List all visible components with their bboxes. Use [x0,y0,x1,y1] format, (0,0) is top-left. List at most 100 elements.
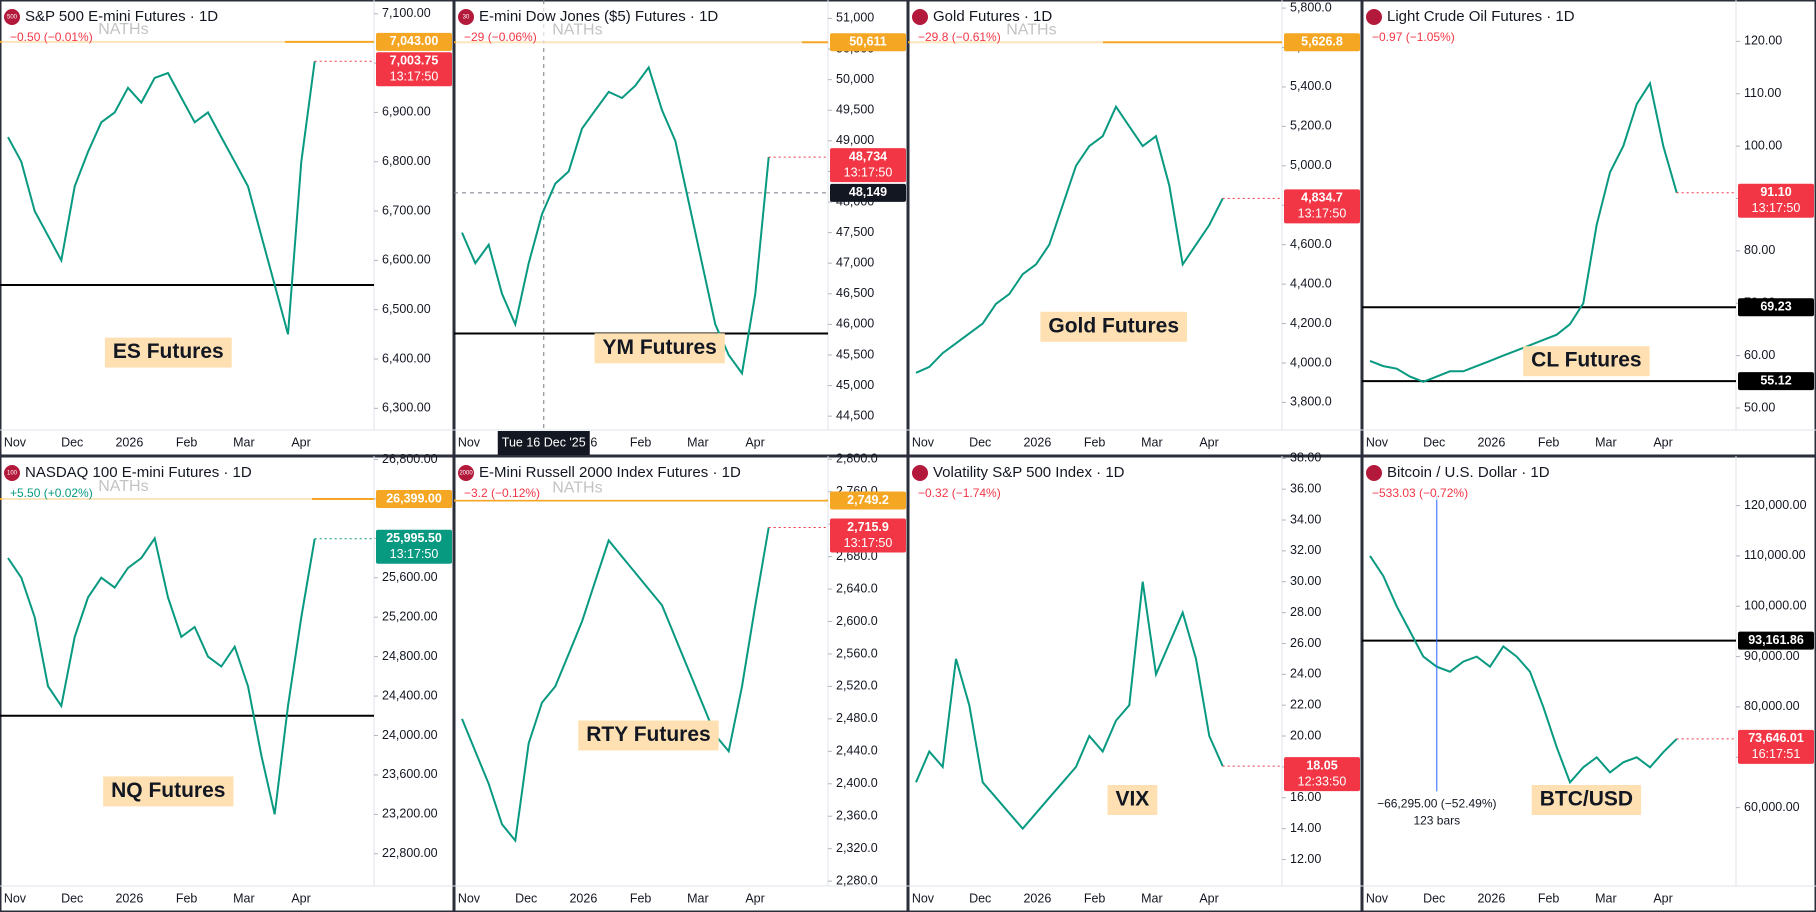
price-tag-label: 4,834.7 [1301,191,1343,205]
annotation-box [578,720,719,751]
annotation-label: NQ Futures [111,779,225,802]
price-tag-label: 48,734 [849,149,887,163]
annotation-box [1531,785,1642,815]
y-tick-label: 28.00 [1290,605,1321,619]
y-tick-label: 5,800.0 [1290,0,1332,14]
change-label: −29 (−0.06%) [464,30,537,44]
y-tick-label: 110,000.00 [1744,548,1806,562]
annotation-box [1107,785,1158,815]
countdown-label: 16:17:51 [1752,747,1801,761]
header-bg [456,460,826,500]
x-tick-label: 2026 [569,891,597,905]
y-tick-label: 22,800.00 [382,846,438,860]
header-bg [1364,4,1656,44]
change-label: −0.97 (−1.05%) [1372,30,1455,44]
annotation-label: VIX [1115,788,1149,811]
header-bg [2,4,285,44]
y-tick-label: 60,000.00 [1744,800,1800,814]
y-tick-label: 4,400.0 [1290,276,1332,290]
y-tick-label: 90,000.00 [1744,649,1800,663]
symbol-icon [4,465,20,481]
x-tick-label: Dec [61,891,83,905]
price-tag [1284,33,1360,52]
price-tag-label: 26,399.00 [386,491,442,505]
price-tag-label: 48,149 [849,185,887,199]
x-tick-label: Feb [176,435,198,449]
y-tick-label: 45,500 [836,347,874,361]
y-tick-label: 51,000 [836,11,874,25]
price-tag [376,32,452,51]
annotation-box [1040,311,1188,342]
y-tick-label: 6,800.00 [382,154,431,168]
y-tick-label: 5,000.0 [1290,158,1332,172]
y-tick-label: 2,800.0 [836,452,878,466]
price-tag [376,529,452,564]
y-tick-label: 30.00 [1290,574,1321,588]
countdown-label: 12:33:50 [1298,774,1347,788]
symbol-icon [912,9,928,25]
y-tick-label: 24.00 [1290,667,1321,681]
y-tick-label: 4,000.0 [1290,355,1332,369]
chart-title: Bitcoin / U.S. Dollar · 1D [1387,464,1550,481]
x-tick-label: Feb [1538,435,1560,449]
crosshair-date: Tue 16 Dec '25 [502,435,586,449]
header-bg [1364,460,1638,500]
x-tick-label: Mar [233,891,255,905]
change-label: −0.32 (−1.74%) [918,486,1001,500]
x-tick-label: Apr [291,891,310,905]
y-tick-label: 2,480.0 [836,711,878,725]
y-tick-label: 49,000 [836,133,874,147]
y-tick-label: 2,400.0 [836,776,878,790]
x-tick-label: Mar [687,435,709,449]
y-tick-label: 16.00 [1290,790,1321,804]
symbol-icon [4,9,20,25]
symbol-icon [458,465,474,481]
y-tick-label: 34.00 [1290,512,1321,526]
x-tick-label: Apr [745,891,764,905]
y-tick-label: 26.00 [1290,636,1321,650]
x-tick-label: Nov [4,435,27,449]
x-tick-label: Feb [1084,435,1106,449]
price-tag [1738,183,1814,218]
header-bg [456,4,802,44]
y-tick-label: 2,360.0 [836,809,878,823]
y-tick-label: 6,700.00 [382,203,431,217]
price-tag-label: 93,161.86 [1748,633,1804,647]
symbol-icon [1366,9,1382,25]
annotation-label: RTY Futures [586,723,710,746]
chart-title: E-mini Dow Jones ($5) Futures · 1D [479,8,718,25]
y-tick-label: 6,300.00 [382,401,431,415]
pane-border [908,456,1362,912]
chart-pane: 60,000.0070,000.0080,000.0090,000.00100,… [1362,456,1816,912]
chart-title: Volatility S&P 500 Index · 1D [933,464,1125,481]
y-tick-label: 20.00 [1290,728,1321,742]
price-line [7,535,316,815]
x-tick-label: Nov [458,435,481,449]
price-line [915,581,1224,831]
symbol-icon [912,465,928,481]
x-tick-label: 2026 [115,435,143,449]
x-tick-label: Apr [1653,891,1672,905]
symbol-icon [458,9,474,25]
y-tick-label: 4,200.0 [1290,316,1332,330]
x-tick-label: Dec [61,435,83,449]
y-tick-label: 46,000 [836,317,874,331]
price-tag-label: 69.23 [1760,300,1791,314]
measure-label: −66,295.00 (−52.49%) [1377,796,1496,810]
y-tick-label: 120.00 [1744,34,1782,48]
chart-pane: 2,280.0 2,320.0 2,360.0 2,400.0 2,440.0 2,480… [454,452,908,912]
x-tick-label: 2026 [115,891,143,905]
x-tick-label: Feb [630,435,652,449]
y-tick-label: 2,440.0 [836,744,878,758]
header-bg [910,460,1211,500]
y-tick-label: 80.00 [1744,243,1775,257]
pane-border [454,0,908,456]
change-label: −0.50 (−0.01%) [10,30,93,44]
x-tick-label: Feb [1538,891,1560,905]
y-tick-label: 25,600.00 [382,570,438,584]
y-tick-label: 12.00 [1290,852,1321,866]
change-label: −29.8 (−0.61%) [918,30,1001,44]
price-tag-label: 73,646.01 [1748,731,1804,745]
y-tick-label: 49,500 [836,103,874,117]
